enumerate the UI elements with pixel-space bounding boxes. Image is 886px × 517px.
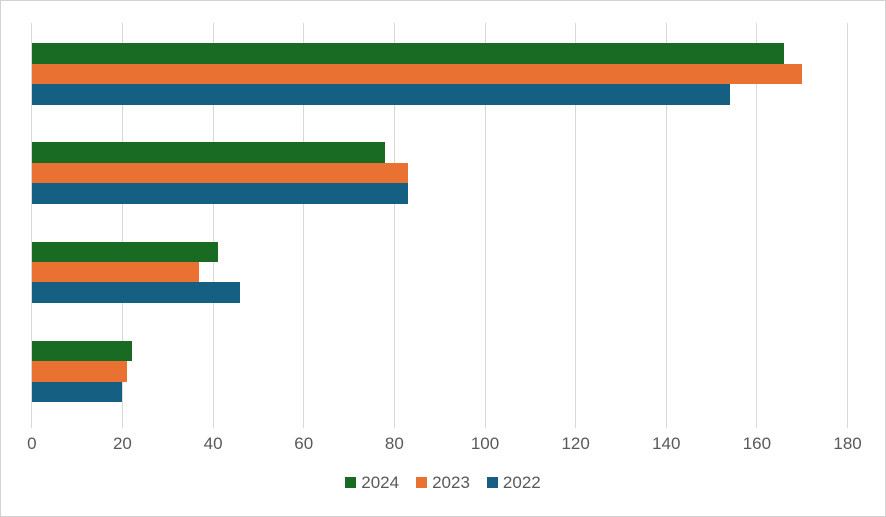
gridline-140 xyxy=(665,23,667,428)
bar-2023-group3 xyxy=(31,261,200,283)
gridline-20 xyxy=(121,23,123,428)
gridline-120 xyxy=(575,23,577,428)
bar-2024-group3 xyxy=(31,241,218,262)
bar-2022-group3 xyxy=(31,282,241,303)
legend-item-2022: 2022 xyxy=(486,473,541,492)
gridline-40 xyxy=(212,23,214,428)
legend-swatch-icon xyxy=(416,477,428,488)
legend-item-2023: 2023 xyxy=(416,474,470,491)
gridline-60 xyxy=(303,23,305,428)
x-tick-label-160: 160 xyxy=(742,434,772,453)
gridline-160 xyxy=(756,23,758,428)
legend-label: 2024 xyxy=(361,473,400,492)
bar-2022-group1 xyxy=(31,84,730,105)
bar-2023-group1 xyxy=(31,63,803,85)
x-tick-label-60: 60 xyxy=(294,434,314,453)
x-tick-label-120: 120 xyxy=(561,434,590,453)
gridline-80 xyxy=(393,23,395,428)
bar-2024-group4 xyxy=(31,340,132,362)
x-tick-label-140: 140 xyxy=(652,434,681,453)
bar-2023-group4 xyxy=(31,361,127,382)
bar-2022-group4 xyxy=(31,381,123,403)
x-tick-label-40: 40 xyxy=(203,434,223,453)
x-tick-label-20: 20 xyxy=(112,434,132,453)
bar-2023-group2 xyxy=(31,162,408,184)
legend-label: 2023 xyxy=(432,473,470,492)
legend-label: 2022 xyxy=(502,473,541,492)
gridline-0 xyxy=(31,23,33,428)
legend-swatch-icon xyxy=(345,477,357,488)
x-tick-label-80: 80 xyxy=(384,434,404,453)
bar-2022-group2 xyxy=(31,183,408,204)
bar-2024-group1 xyxy=(31,43,785,64)
bar-2024-group2 xyxy=(31,142,386,163)
legend-swatch-icon xyxy=(486,477,498,488)
legend-item-2024: 2024 xyxy=(345,474,399,491)
gridline-180 xyxy=(847,23,849,428)
x-tick-label-0: 0 xyxy=(27,434,37,453)
x-tick-label-180: 180 xyxy=(833,434,862,453)
legend: 2024 2023 2022 xyxy=(1,474,885,491)
gridline-100 xyxy=(484,23,486,428)
x-tick-label-100: 100 xyxy=(470,434,500,453)
